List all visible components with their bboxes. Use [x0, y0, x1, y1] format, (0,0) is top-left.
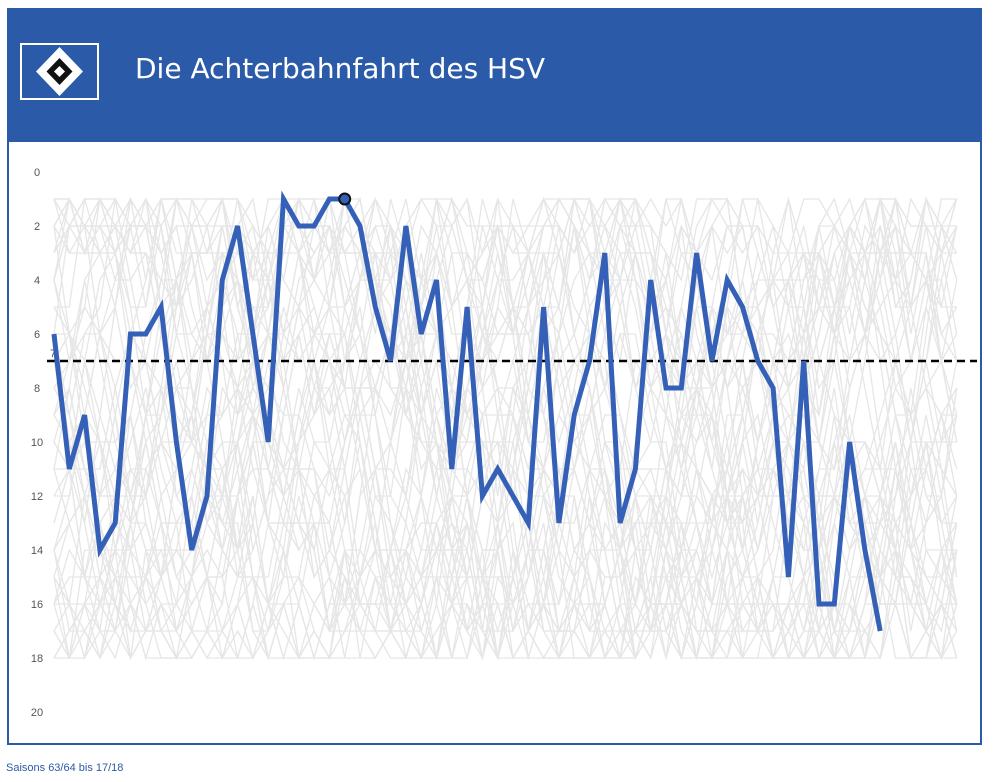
data-point[interactable]: [847, 440, 852, 445]
background-traces: [53, 196, 958, 661]
data-point[interactable]: [388, 359, 393, 364]
data-point[interactable]: [113, 521, 118, 526]
y-tick-label: 10: [31, 437, 43, 449]
data-point[interactable]: [511, 494, 516, 499]
series-line: [51, 190, 883, 632]
y-tick-label: 16: [31, 599, 43, 611]
y-tick-label: 2: [34, 221, 40, 233]
data-point[interactable]: [358, 224, 363, 229]
background-trace: [53, 252, 958, 660]
data-point[interactable]: [67, 467, 72, 472]
data-point[interactable]: [740, 305, 745, 310]
data-point[interactable]: [465, 305, 470, 310]
data-point[interactable]: [801, 359, 806, 364]
y-tick-label: 8: [34, 383, 40, 395]
data-point[interactable]: [159, 305, 164, 310]
y-tick-label: 14: [31, 545, 43, 557]
y-tick-label: 20: [31, 707, 43, 719]
footer-caption: Saisons 63/64 bis 17/18: [6, 762, 124, 774]
background-trace: [54, 196, 958, 633]
data-point[interactable]: [205, 494, 210, 499]
background-trace: [54, 224, 958, 660]
data-point[interactable]: [128, 332, 133, 337]
reference-line-label: 7: [50, 348, 56, 360]
y-tick-label: 18: [31, 653, 43, 665]
data-point[interactable]: [189, 548, 194, 553]
data-point[interactable]: [633, 467, 638, 472]
data-point[interactable]: [587, 359, 592, 364]
data-point[interactable]: [281, 197, 286, 202]
page-title: Die Achterbahnfahrt des HSV: [135, 52, 546, 85]
data-point[interactable]: [648, 278, 653, 283]
data-point[interactable]: [220, 278, 225, 283]
data-point[interactable]: [817, 602, 822, 607]
data-point[interactable]: [878, 629, 883, 634]
data-point[interactable]: [250, 332, 255, 337]
background-trace: [53, 196, 958, 661]
data-point[interactable]: [174, 440, 179, 445]
data-point[interactable]: [664, 386, 669, 391]
y-tick-label: 6: [34, 329, 40, 341]
data-point[interactable]: [327, 197, 332, 202]
data-point[interactable]: [52, 332, 57, 337]
background-trace: [54, 197, 958, 660]
data-point[interactable]: [755, 359, 760, 364]
data-point[interactable]: [602, 251, 607, 256]
data-point[interactable]: [403, 224, 408, 229]
background-trace: [53, 197, 958, 526]
data-point[interactable]: [296, 224, 301, 229]
data-point[interactable]: [419, 332, 424, 337]
background-trace: [53, 333, 958, 659]
background-trace: [53, 225, 958, 661]
background-trace: [53, 197, 958, 660]
data-point[interactable]: [312, 224, 317, 229]
data-point[interactable]: [143, 332, 148, 337]
data-point[interactable]: [709, 359, 714, 364]
y-tick-label: 12: [31, 491, 43, 503]
data-point[interactable]: [495, 467, 500, 472]
y-tick-label: 0: [34, 167, 40, 179]
data-point[interactable]: [541, 305, 546, 310]
data-point[interactable]: [97, 548, 102, 553]
background-trace: [53, 197, 958, 661]
data-point[interactable]: [725, 278, 730, 283]
data-point[interactable]: [373, 305, 378, 310]
data-point[interactable]: [480, 494, 485, 499]
data-point[interactable]: [679, 386, 684, 391]
header-bar: Die Achterbahnfahrt des HSV: [9, 10, 980, 142]
data-point[interactable]: [449, 467, 454, 472]
data-point[interactable]: [235, 224, 240, 229]
background-trace: [53, 198, 958, 633]
data-point[interactable]: [862, 548, 867, 553]
hsv-diamond-logo-icon: [20, 43, 99, 100]
highlighted-data-point[interactable]: [338, 192, 352, 206]
chart-frame: Die Achterbahnfahrt des HSV 0 2 4 6 8 10 12 14 1…: [7, 8, 982, 745]
background-trace: [53, 198, 958, 661]
line-chart: 0 2 4 6 8 10 12 14 16 18 20 7: [31, 167, 977, 719]
data-point[interactable]: [556, 521, 561, 526]
data-point[interactable]: [526, 521, 531, 526]
data-point[interactable]: [266, 440, 271, 445]
y-tick-label: 4: [34, 275, 40, 287]
data-point[interactable]: [771, 386, 776, 391]
data-point[interactable]: [832, 602, 837, 607]
data-point[interactable]: [786, 575, 791, 580]
background-trace: [53, 198, 958, 632]
background-trace: [53, 197, 957, 578]
data-point[interactable]: [434, 278, 439, 283]
data-point[interactable]: [82, 413, 87, 418]
data-point[interactable]: [694, 251, 699, 256]
data-point[interactable]: [572, 413, 577, 418]
background-trace: [53, 198, 958, 632]
data-point[interactable]: [618, 521, 623, 526]
